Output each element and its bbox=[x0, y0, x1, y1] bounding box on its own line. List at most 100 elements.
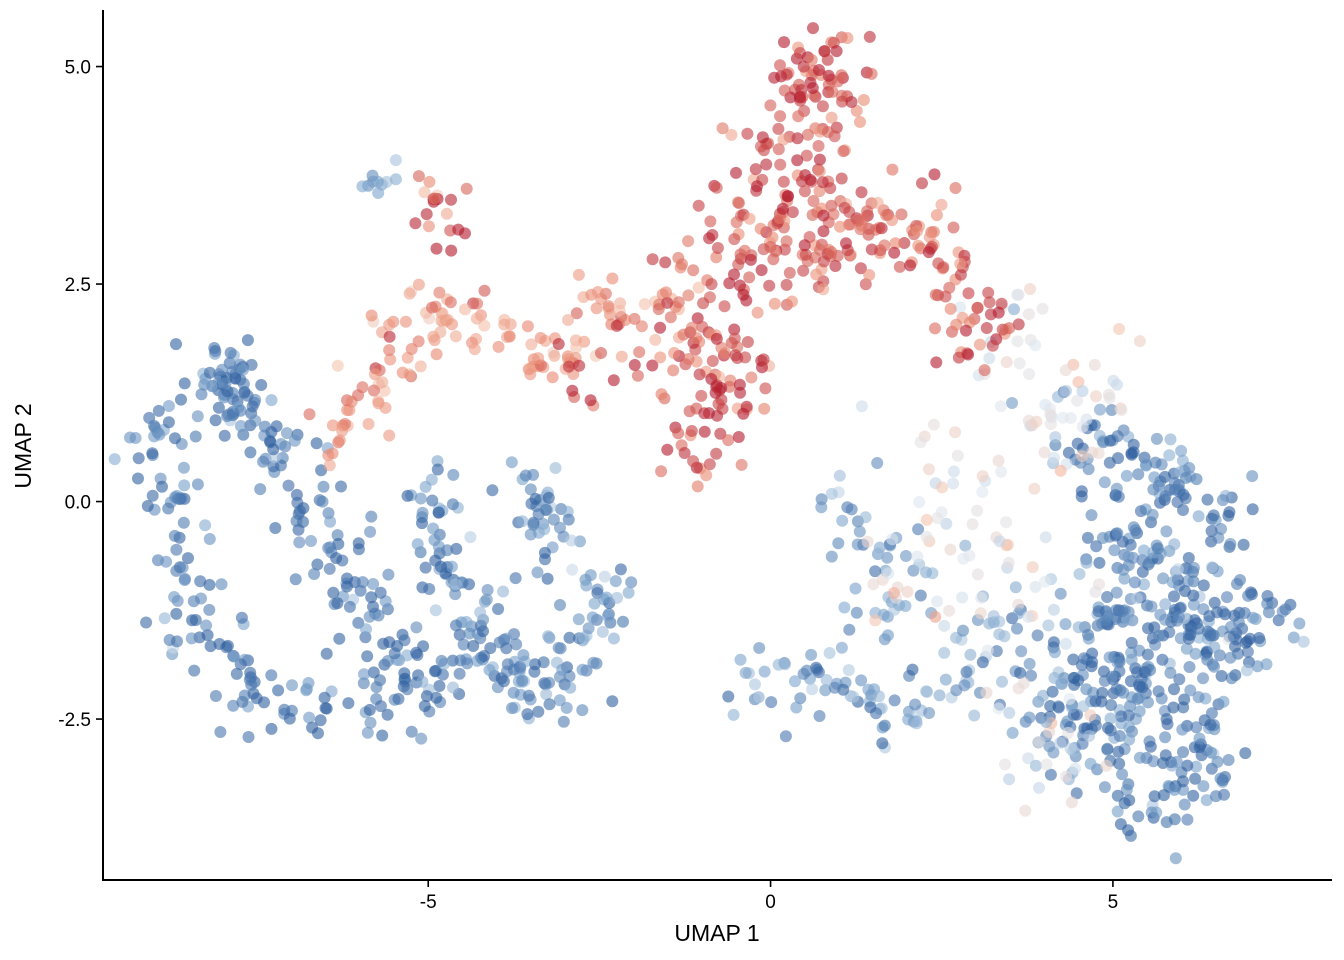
data-point bbox=[360, 623, 372, 636]
data-point bbox=[331, 597, 344, 610]
data-point bbox=[450, 619, 462, 632]
data-point bbox=[631, 369, 644, 382]
data-point bbox=[993, 628, 1006, 641]
data-point bbox=[572, 613, 585, 626]
y-axis-ticks: -2.5 0.0 2.5 5.0 bbox=[58, 58, 103, 731]
data-point bbox=[602, 300, 615, 313]
data-point bbox=[449, 330, 462, 343]
data-point bbox=[1086, 446, 1099, 459]
data-point bbox=[659, 256, 672, 269]
data-point bbox=[1076, 420, 1089, 433]
data-point bbox=[754, 222, 767, 235]
data-point bbox=[1022, 308, 1035, 321]
data-point bbox=[401, 489, 414, 502]
data-point bbox=[416, 675, 429, 688]
data-point bbox=[1144, 740, 1157, 753]
data-point bbox=[900, 550, 912, 562]
data-point bbox=[1080, 556, 1093, 569]
data-point bbox=[954, 268, 967, 281]
data-point bbox=[1044, 408, 1057, 421]
data-point bbox=[937, 261, 950, 274]
data-point bbox=[319, 702, 332, 715]
data-point bbox=[434, 560, 447, 573]
data-point bbox=[447, 681, 459, 694]
data-point bbox=[1012, 598, 1025, 611]
data-point bbox=[430, 691, 443, 704]
data-point bbox=[322, 542, 335, 554]
data-point bbox=[1168, 683, 1180, 696]
data-point bbox=[170, 607, 183, 620]
data-point bbox=[415, 732, 428, 745]
data-point bbox=[249, 414, 262, 427]
data-point bbox=[864, 701, 877, 714]
data-point bbox=[141, 500, 154, 512]
data-point bbox=[369, 368, 381, 381]
data-point bbox=[777, 175, 790, 188]
data-point bbox=[718, 300, 731, 313]
data-point bbox=[1042, 619, 1055, 632]
data-point bbox=[971, 302, 984, 314]
data-point bbox=[570, 307, 583, 320]
data-point bbox=[1180, 642, 1193, 655]
data-point bbox=[514, 662, 527, 675]
data-point bbox=[401, 683, 414, 696]
data-point bbox=[829, 260, 842, 272]
data-point bbox=[146, 489, 159, 502]
data-point bbox=[478, 284, 491, 297]
data-point bbox=[840, 237, 852, 250]
data-point bbox=[1222, 754, 1235, 766]
data-point bbox=[813, 153, 826, 166]
data-point bbox=[1132, 810, 1145, 823]
data-point bbox=[949, 426, 962, 439]
data-point bbox=[365, 591, 378, 604]
data-point bbox=[792, 110, 805, 123]
data-point bbox=[971, 504, 984, 517]
data-point bbox=[540, 688, 553, 701]
data-point bbox=[751, 306, 764, 319]
data-point bbox=[543, 698, 556, 711]
data-point bbox=[841, 32, 854, 44]
data-point bbox=[140, 616, 153, 629]
data-point bbox=[363, 610, 376, 623]
data-point bbox=[1124, 700, 1137, 712]
data-point bbox=[598, 570, 611, 583]
data-point bbox=[1241, 635, 1254, 648]
data-point bbox=[677, 328, 690, 341]
data-point bbox=[541, 572, 554, 585]
data-point bbox=[614, 563, 627, 576]
data-point bbox=[954, 257, 967, 270]
data-point bbox=[457, 638, 470, 651]
data-point bbox=[1205, 707, 1218, 720]
data-point bbox=[698, 407, 711, 420]
data-point bbox=[1175, 444, 1188, 457]
data-point bbox=[655, 465, 668, 478]
data-point bbox=[1246, 470, 1259, 483]
data-point bbox=[1103, 651, 1116, 664]
data-point bbox=[994, 400, 1007, 413]
data-point bbox=[1030, 415, 1043, 428]
data-point bbox=[1114, 818, 1127, 831]
data-point bbox=[938, 646, 951, 659]
data-point bbox=[1039, 398, 1052, 411]
data-point bbox=[543, 676, 556, 689]
data-point bbox=[911, 550, 924, 563]
data-point bbox=[914, 436, 927, 449]
data-point bbox=[798, 239, 811, 252]
data-point bbox=[668, 347, 681, 359]
data-point bbox=[195, 388, 208, 401]
data-point bbox=[834, 220, 846, 233]
data-point bbox=[1039, 575, 1051, 588]
data-point bbox=[293, 536, 306, 549]
data-point bbox=[521, 320, 534, 333]
data-point bbox=[777, 133, 790, 146]
data-point bbox=[372, 187, 385, 199]
data-point bbox=[258, 696, 270, 709]
data-point bbox=[510, 638, 523, 651]
data-point bbox=[532, 508, 545, 521]
data-point bbox=[921, 685, 933, 698]
data-point bbox=[882, 567, 895, 580]
data-point bbox=[752, 691, 765, 704]
data-point bbox=[557, 715, 570, 728]
data-point bbox=[796, 175, 808, 188]
data-point bbox=[710, 251, 723, 264]
